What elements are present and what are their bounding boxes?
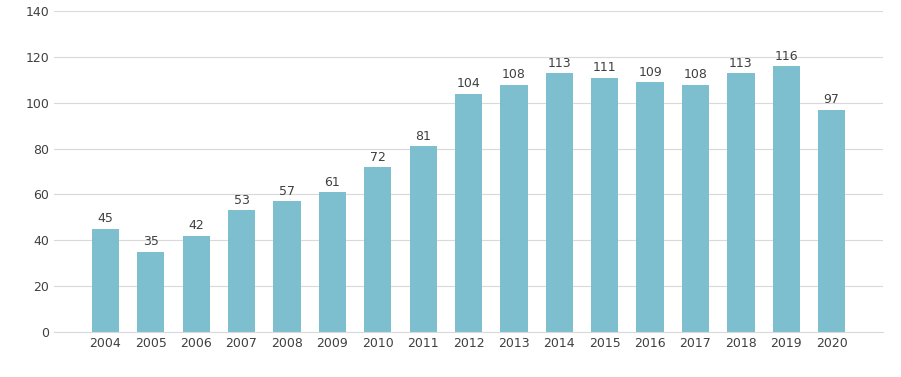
Bar [818, 110, 845, 332]
Text: 108: 108 [684, 68, 707, 81]
Text: 57: 57 [279, 185, 295, 198]
Bar [228, 210, 255, 332]
Text: 81: 81 [415, 130, 431, 143]
Text: 109: 109 [638, 66, 662, 79]
Text: 45: 45 [97, 212, 114, 225]
Bar [410, 146, 437, 332]
Bar [727, 73, 754, 332]
Text: 104: 104 [457, 77, 480, 90]
Bar [319, 192, 346, 332]
Text: 72: 72 [369, 150, 386, 164]
Text: 53: 53 [233, 194, 250, 207]
Bar [636, 82, 664, 332]
Text: 108: 108 [502, 68, 526, 81]
Text: 113: 113 [548, 57, 571, 70]
Bar [591, 78, 618, 332]
Text: 61: 61 [324, 176, 341, 189]
Bar [773, 66, 800, 332]
Text: 116: 116 [775, 50, 798, 63]
Bar [455, 94, 482, 332]
Text: 111: 111 [593, 61, 616, 74]
Bar [92, 229, 119, 332]
Text: 42: 42 [188, 219, 204, 232]
Text: 97: 97 [824, 93, 840, 106]
Bar [183, 236, 210, 332]
Bar [364, 167, 391, 332]
Bar [500, 84, 527, 332]
Bar [546, 73, 573, 332]
Bar [682, 84, 709, 332]
Text: 35: 35 [143, 235, 159, 248]
Bar [137, 252, 164, 332]
Text: 113: 113 [729, 57, 752, 70]
Bar [273, 201, 301, 332]
